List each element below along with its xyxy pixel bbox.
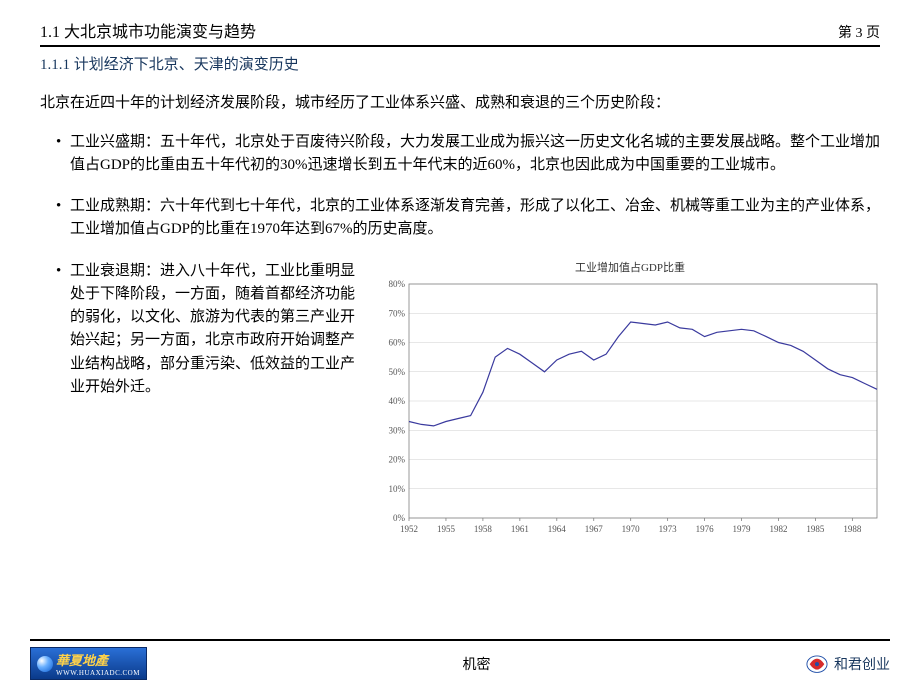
svg-text:70%: 70% bbox=[389, 308, 406, 318]
svg-text:60%: 60% bbox=[389, 337, 406, 347]
svg-text:40%: 40% bbox=[389, 396, 406, 406]
line-chart: 0% 10% 20% 30% 40% 50% 60% 70% 80% 1952 1955 1958 19… bbox=[375, 280, 885, 540]
svg-text:1982: 1982 bbox=[769, 524, 787, 534]
list-item: 工业成熟期：六十年代到七十年代，北京的工业体系逐渐发育完善，形成了以化工、冶金、… bbox=[56, 195, 880, 242]
svg-text:1958: 1958 bbox=[474, 524, 493, 534]
svg-text:1952: 1952 bbox=[400, 524, 418, 534]
page-number: 第 3 页 bbox=[838, 22, 880, 42]
huaxia-logo-text: 華夏地產 bbox=[56, 653, 108, 668]
chart-title: 工业增加值占GDP比重 bbox=[375, 260, 885, 277]
svg-text:1961: 1961 bbox=[511, 524, 529, 534]
svg-text:1979: 1979 bbox=[733, 524, 752, 534]
svg-text:50%: 50% bbox=[389, 366, 406, 376]
svg-text:1964: 1964 bbox=[548, 524, 567, 534]
bullet-list: 工业兴盛期：五十年代，北京处于百废待兴阶段，大力发展工业成为振兴这一历史文化名城… bbox=[40, 131, 880, 540]
svg-text:1985: 1985 bbox=[806, 524, 825, 534]
footer-rule bbox=[30, 639, 890, 641]
list-item: 工业兴盛期：五十年代，北京处于百废待兴阶段，大力发展工业成为振兴这一历史文化名城… bbox=[56, 131, 880, 178]
confidential-label: 机密 bbox=[462, 654, 490, 674]
huaxia-logo-sub: WWW.HUAXIADC.COM bbox=[56, 669, 140, 677]
header-rule bbox=[40, 45, 880, 47]
hejun-logo-text: 和君创业 bbox=[834, 654, 890, 674]
page-footer: 華夏地產 WWW.HUAXIADC.COM 机密 和君创业 bbox=[0, 639, 920, 680]
svg-text:20%: 20% bbox=[389, 454, 406, 464]
svg-text:10%: 10% bbox=[389, 483, 406, 493]
bullet3-text: 工业衰退期：进入八十年代，工业比重明显处于下降阶段，一方面，随着首都经济功能的弱… bbox=[70, 260, 365, 400]
list-item: 工业衰退期：进入八十年代，工业比重明显处于下降阶段，一方面，随着首都经济功能的弱… bbox=[56, 260, 880, 540]
svg-text:1973: 1973 bbox=[659, 524, 678, 534]
chart-container: 工业增加值占GDP比重 0% 10% 20% 30% 40% 50% 60% 70% 80% 19… bbox=[375, 260, 885, 540]
globe-icon bbox=[37, 656, 53, 672]
svg-text:0%: 0% bbox=[393, 513, 406, 523]
section-title: 1.1 大北京城市功能演变与趋势 bbox=[40, 18, 256, 42]
intro-paragraph: 北京在近四十年的计划经济发展阶段，城市经历了工业体系兴盛、成熟和衰退的三个历史阶… bbox=[40, 92, 880, 115]
svg-text:1988: 1988 bbox=[843, 524, 862, 534]
svg-text:1955: 1955 bbox=[437, 524, 456, 534]
swirl-icon bbox=[806, 655, 828, 673]
svg-text:1967: 1967 bbox=[585, 524, 604, 534]
svg-text:1970: 1970 bbox=[622, 524, 641, 534]
subsection-title: 1.1.1 计划经济下北京、天津的演变历史 bbox=[40, 53, 880, 74]
huaxia-logo: 華夏地產 WWW.HUAXIADC.COM bbox=[30, 647, 147, 680]
svg-text:30%: 30% bbox=[389, 425, 406, 435]
svg-text:80%: 80% bbox=[389, 280, 406, 289]
svg-text:1976: 1976 bbox=[696, 524, 715, 534]
hejun-logo: 和君创业 bbox=[806, 654, 890, 674]
